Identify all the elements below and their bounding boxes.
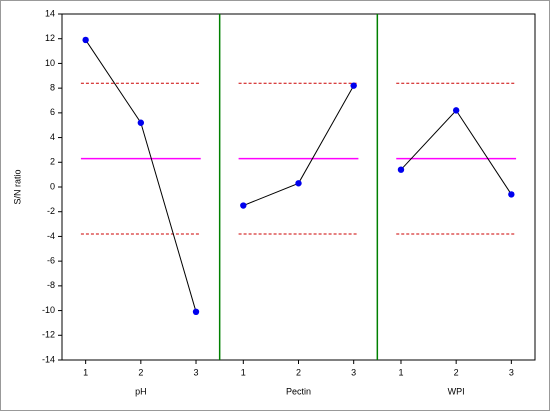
x-tick-label: 2 — [296, 367, 301, 377]
y-axis-label: S/N ratio — [12, 169, 22, 204]
x-tick-label: 2 — [454, 367, 459, 377]
y-tick-label: 14 — [45, 8, 55, 18]
y-tick-label: 12 — [45, 33, 55, 43]
x-tick-label: 1 — [83, 367, 88, 377]
panel-label: Pectin — [286, 386, 311, 396]
x-tick-label: 1 — [398, 367, 403, 377]
y-tick-label: 2 — [50, 157, 55, 167]
y-tick-label: -10 — [42, 305, 55, 315]
marker — [452, 107, 460, 114]
y-tick-label: -2 — [47, 206, 55, 216]
y-tick-label: 10 — [45, 58, 55, 68]
marker — [295, 180, 302, 187]
x-tick-label: 3 — [194, 367, 199, 377]
panel-label: WPI — [448, 386, 465, 396]
marker — [137, 119, 145, 126]
y-tick-label: 4 — [50, 132, 55, 142]
marker — [240, 202, 247, 209]
y-tick-label: -12 — [42, 330, 55, 340]
y-tick-label: -6 — [47, 256, 55, 266]
y-tick-label: 6 — [50, 107, 55, 117]
y-tick-label: -4 — [47, 231, 55, 241]
x-tick-label: 2 — [138, 367, 143, 377]
y-tick-label: 8 — [50, 83, 55, 93]
y-tick-label: -8 — [47, 280, 55, 290]
marker — [82, 36, 89, 44]
marker — [192, 308, 200, 316]
x-tick-label: 3 — [509, 367, 514, 377]
x-tick-label: 1 — [241, 367, 246, 377]
marker — [397, 166, 405, 173]
panel-label: pH — [135, 386, 147, 396]
marker — [350, 82, 357, 89]
y-tick-label: 0 — [50, 181, 55, 191]
marker — [508, 191, 515, 198]
x-tick-label: 3 — [351, 367, 356, 377]
y-tick-label: -14 — [42, 354, 55, 364]
